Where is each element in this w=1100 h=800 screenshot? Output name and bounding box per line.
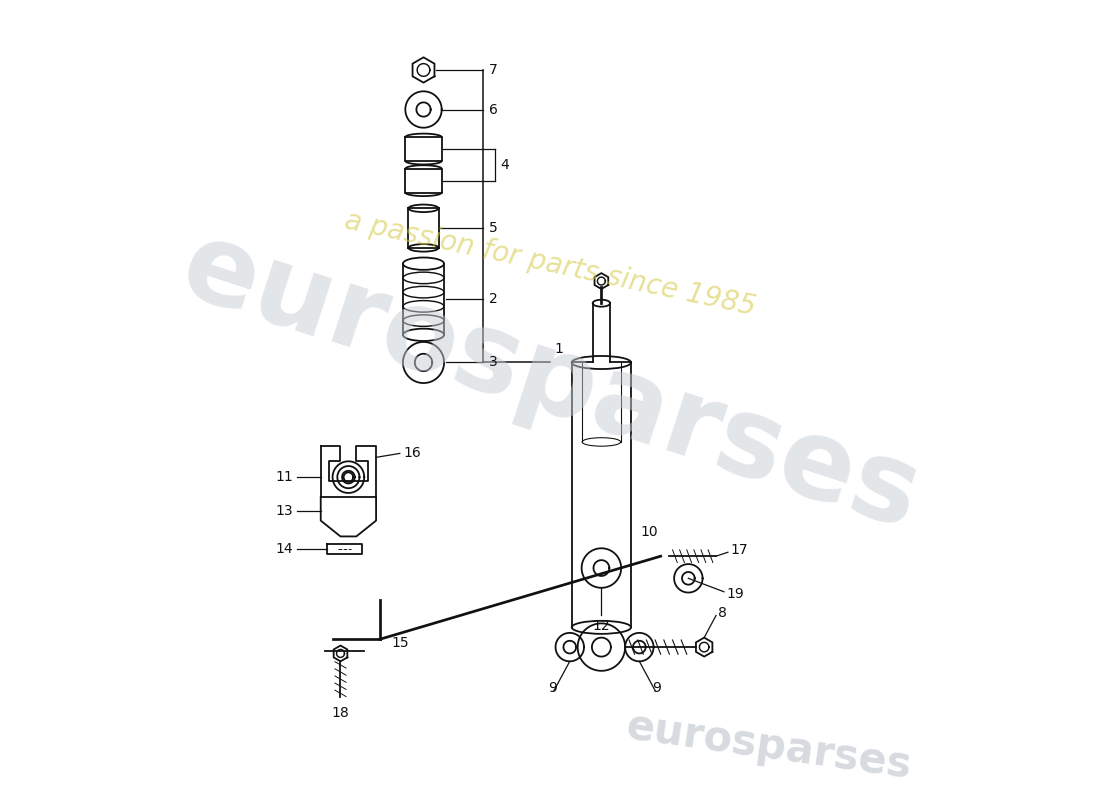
Text: 15: 15 bbox=[392, 636, 409, 650]
Text: 3: 3 bbox=[490, 355, 498, 370]
Text: eurosparses: eurosparses bbox=[623, 705, 914, 786]
Text: 5: 5 bbox=[490, 221, 498, 235]
Text: 9: 9 bbox=[652, 681, 661, 694]
Text: 19: 19 bbox=[726, 587, 744, 601]
Text: 14: 14 bbox=[275, 542, 293, 556]
Text: 11: 11 bbox=[275, 470, 293, 484]
Text: 16: 16 bbox=[404, 446, 421, 461]
Text: 4: 4 bbox=[500, 158, 509, 172]
Text: 12: 12 bbox=[593, 619, 611, 634]
Text: 13: 13 bbox=[275, 504, 293, 518]
Text: 1: 1 bbox=[554, 342, 563, 356]
Text: a passion for parts since 1985: a passion for parts since 1985 bbox=[342, 206, 758, 321]
Text: 6: 6 bbox=[490, 102, 498, 117]
Text: 7: 7 bbox=[490, 63, 498, 77]
Text: 10: 10 bbox=[640, 525, 658, 538]
Text: 9: 9 bbox=[548, 681, 557, 694]
Text: eurosparses: eurosparses bbox=[168, 213, 932, 552]
Text: 17: 17 bbox=[730, 543, 748, 557]
Text: 18: 18 bbox=[331, 706, 350, 720]
Text: 8: 8 bbox=[718, 606, 727, 620]
Text: 2: 2 bbox=[490, 292, 498, 306]
